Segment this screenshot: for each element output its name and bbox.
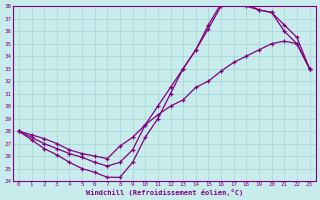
X-axis label: Windchill (Refroidissement éolien,°C): Windchill (Refroidissement éolien,°C)	[85, 189, 243, 196]
